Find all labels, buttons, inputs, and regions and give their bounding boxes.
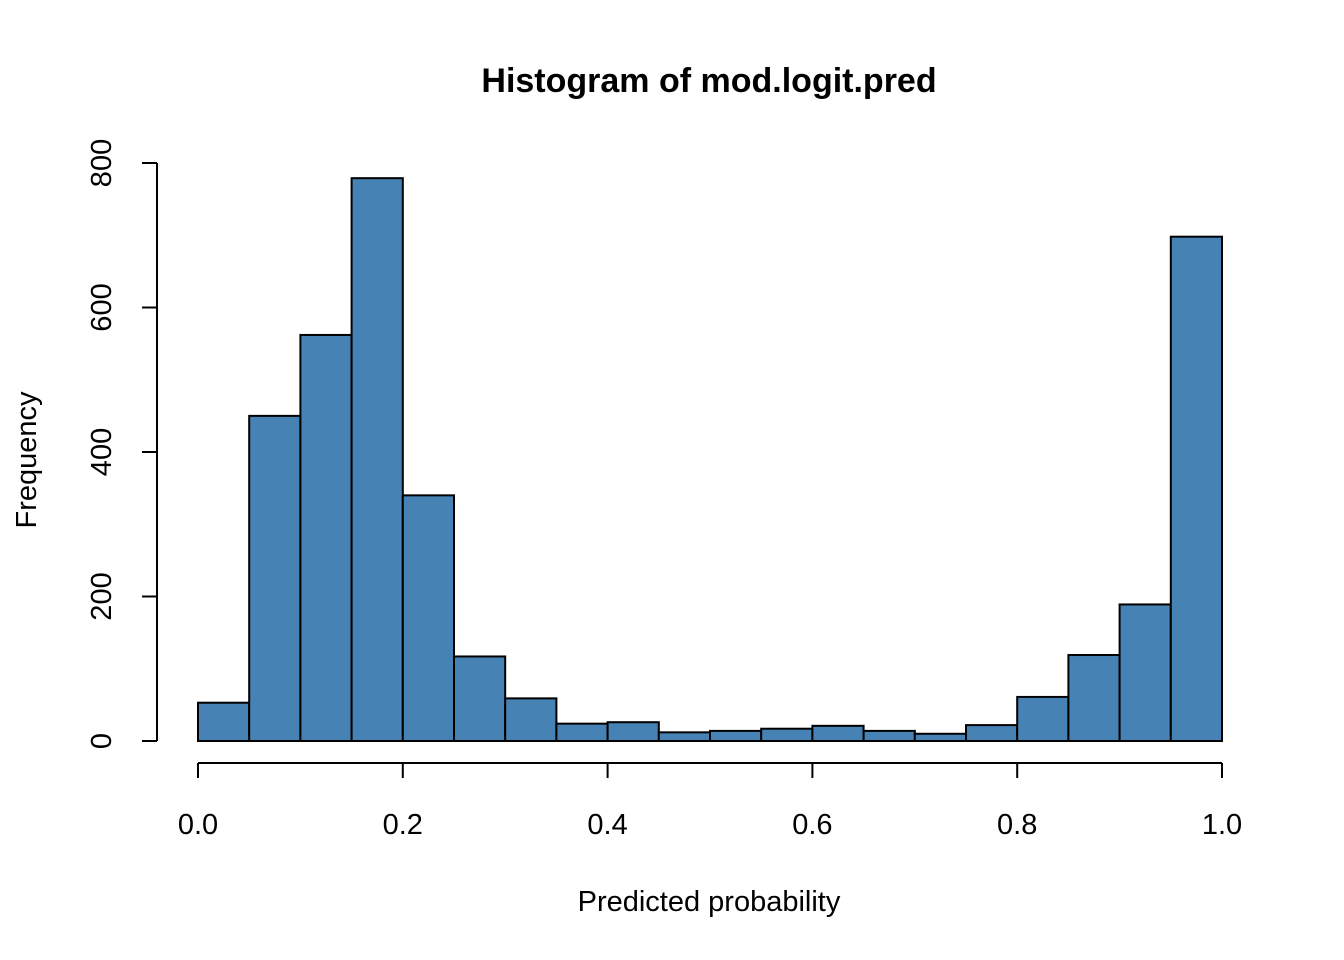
x-tick-label: 0.0 [178, 809, 218, 841]
histogram-bar [862, 729, 916, 743]
histogram-bar [299, 333, 353, 742]
histogram-bar [1118, 603, 1172, 743]
histogram-bar [350, 177, 404, 743]
histogram-bar [913, 732, 967, 743]
y-tick-label: 200 [86, 572, 118, 620]
chart-title: Histogram of mod.logit.pred [481, 62, 936, 100]
x-axis: 0.0 0.2 0.4 0.6 0.8 1.0 [178, 762, 1242, 841]
histogram-bar [1169, 235, 1224, 742]
y-tick-label: 600 [86, 283, 118, 331]
histogram-bar [709, 729, 763, 743]
histogram-bar [401, 494, 455, 742]
x-tick-label: 0.8 [997, 809, 1037, 841]
x-tick-label: 0.2 [383, 809, 423, 841]
histogram-bar [965, 724, 1019, 742]
bars-group [197, 177, 1224, 743]
histogram-bar [453, 655, 507, 743]
x-tick-label: 0.4 [587, 809, 627, 841]
histogram-bar [197, 701, 251, 743]
histogram-bar [248, 414, 302, 742]
histogram-bar [504, 697, 558, 742]
y-tick-label: 400 [86, 428, 118, 476]
histogram-bar [811, 724, 865, 743]
y-axis-label: Frequency [11, 391, 43, 529]
histogram-bar [760, 727, 814, 743]
y-tick-label: 800 [86, 139, 118, 187]
x-tick-label: 0.6 [792, 809, 832, 841]
histogram-bar [1067, 654, 1121, 743]
y-tick-label: 0 [86, 733, 118, 749]
x-axis-label: Predicted probability [578, 886, 841, 918]
x-tick-label: 1.0 [1202, 809, 1242, 841]
histogram-bar [555, 722, 609, 742]
histogram-bar [657, 731, 711, 743]
y-axis: 0 200 400 600 800 [86, 139, 158, 749]
histogram-bar [606, 721, 660, 743]
histogram-bar [1016, 695, 1070, 742]
